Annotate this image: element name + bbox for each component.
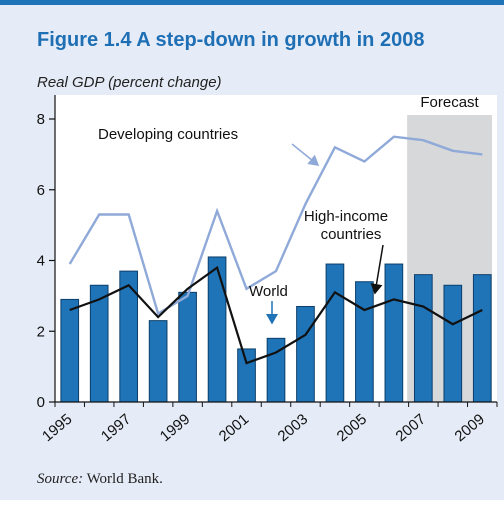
bar-2008 [444, 285, 462, 402]
x-tick-label-1999: 1999 [157, 411, 193, 445]
world-label: World [249, 283, 288, 300]
y-tick-label-2: 2 [37, 323, 45, 340]
x-tick-label-2003: 2003 [275, 411, 311, 445]
bar-2004 [326, 264, 344, 402]
high-income-label-line1: High-income [304, 208, 388, 225]
x-tick-label-1997: 1997 [98, 411, 134, 445]
y-tick-label-4: 4 [37, 253, 45, 270]
bar-2001 [238, 349, 256, 402]
x-tick-label-2009: 2009 [452, 411, 488, 445]
x-tick-label-2005: 2005 [334, 411, 370, 445]
x-tick-label-2007: 2007 [393, 411, 429, 445]
x-tick-label-1995: 1995 [39, 411, 75, 445]
bar-2009 [473, 275, 491, 402]
x-tick-label-2001: 2001 [216, 411, 252, 445]
bar-2005 [356, 282, 374, 402]
bar-1995 [61, 299, 79, 402]
bar-1998 [149, 321, 167, 402]
bar-2007 [414, 275, 432, 402]
chart-area: Forecast 0 2 4 6 8 1995 1997 1999 2001 2003 2005 2… [0, 5, 504, 505]
x-ticks: 1995 1997 1999 2001 2003 2005 2007 2009 [39, 402, 497, 445]
y-tick-label-0: 0 [37, 394, 45, 411]
bar-2006 [385, 264, 403, 402]
y-tick-label-6: 6 [37, 182, 45, 199]
bar-1999 [179, 292, 197, 402]
developing-countries-label: Developing countries [98, 126, 238, 143]
source-label: Source: [37, 471, 83, 487]
y-ticks: 0 2 4 6 8 [37, 111, 55, 411]
high-income-label-line2: countries [321, 226, 382, 243]
forecast-label: Forecast [420, 94, 479, 111]
source-text: World Bank. [83, 471, 163, 487]
bar-2000 [208, 257, 226, 402]
source-note: Source: World Bank. [37, 471, 163, 488]
bar-2003 [297, 306, 315, 402]
y-tick-label-8: 8 [37, 111, 45, 128]
